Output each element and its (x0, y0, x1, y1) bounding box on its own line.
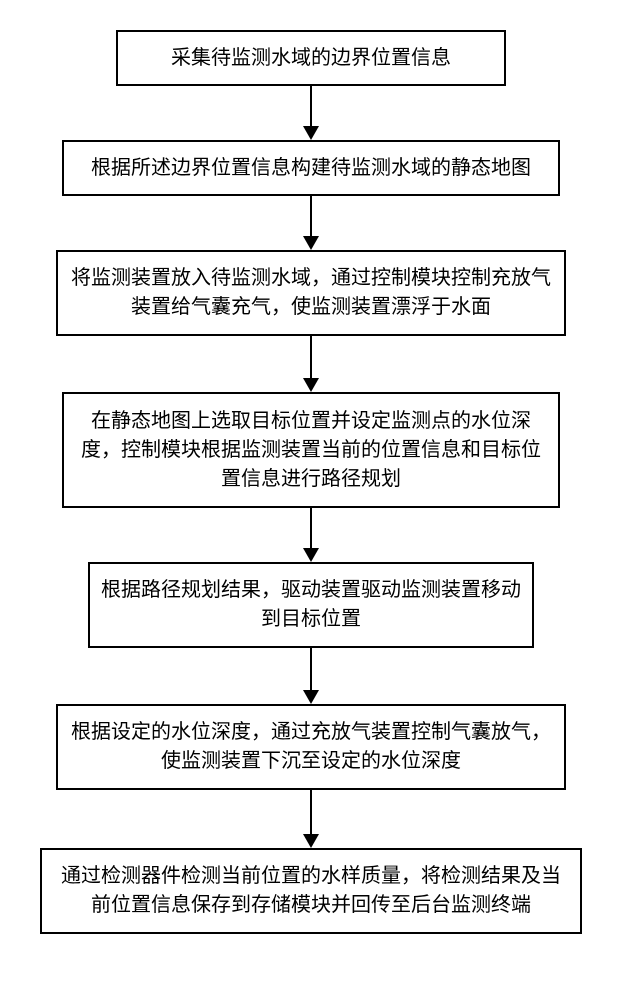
flowchart-canvas: 采集待监测水域的边界位置信息根据所述边界位置信息构建待监测水域的静态地图将监测装… (0, 0, 623, 1000)
arrow-shaft (310, 790, 312, 834)
arrow-head-icon (303, 834, 319, 848)
flowchart-arrow-6 (0, 0, 623, 1000)
